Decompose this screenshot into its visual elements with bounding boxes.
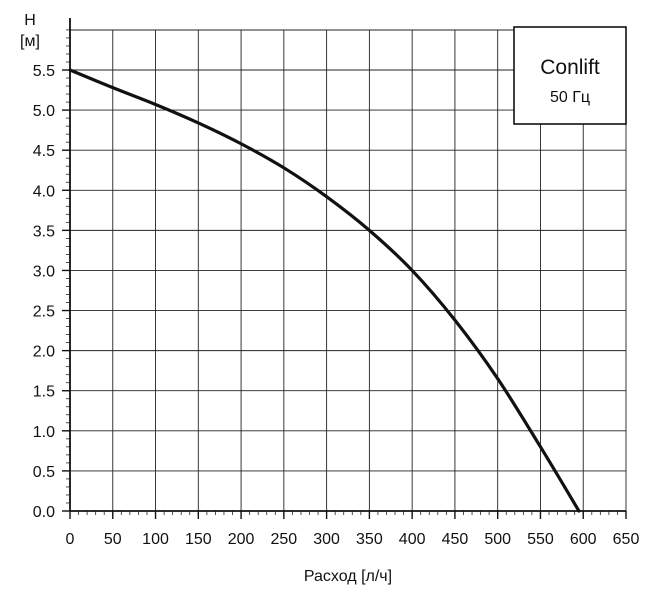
- legend-subtitle: 50 Гц: [550, 89, 590, 106]
- x-tick-label: 0: [66, 531, 75, 548]
- x-tick-label: 500: [484, 531, 511, 548]
- x-tick-label: 550: [527, 531, 554, 548]
- y-tick-label: 4.5: [33, 143, 55, 160]
- y-tick-label: 2.5: [33, 304, 55, 321]
- y-tick-label: 2.0: [33, 344, 55, 361]
- y-tick-label: 3.5: [33, 223, 55, 240]
- x-tick-label: 350: [356, 531, 383, 548]
- y-tick-label: 0.0: [33, 504, 55, 521]
- x-tick-label: 450: [442, 531, 469, 548]
- x-axis-label: Расход [л/ч]: [304, 568, 392, 585]
- y-tick-label: 5.0: [33, 103, 55, 120]
- y-tick-labels: 0.0 0.5 1.0 1.5 2.0 2.5 3.0 3.5 4.0 4.5 5.0 5.5: [33, 63, 55, 521]
- x-tick-label: 150: [185, 531, 212, 548]
- x-tick-label: 50: [104, 531, 122, 548]
- x-tick-label: 300: [313, 531, 340, 548]
- y-tick-label: 1.5: [33, 384, 55, 401]
- x-tick-label: 400: [399, 531, 426, 548]
- y-tick-label: 3.0: [33, 263, 55, 280]
- x-tick-label: 600: [570, 531, 597, 548]
- x-tick-label: 200: [228, 531, 255, 548]
- axes: [62, 18, 627, 519]
- series-line: [68, 68, 581, 513]
- series-layer: [68, 68, 581, 513]
- y-tick-label: 4.0: [33, 183, 55, 200]
- y-tick-label: 0.5: [33, 464, 55, 481]
- legend-frame: [513, 26, 627, 125]
- legend-title: Conlift: [540, 56, 600, 79]
- x-tick-label: 650: [613, 531, 640, 548]
- y-axis-unit: [м]: [20, 33, 40, 50]
- legend-box: Conlift 50 Гц: [513, 26, 627, 125]
- y-axis-symbol: H: [24, 12, 36, 29]
- x-tick-labels: 0 50 100 150 200 250 300 350 400 450 500 550 600 650: [66, 531, 640, 548]
- y-tick-label: 1.0: [33, 424, 55, 441]
- x-tick-label: 250: [270, 531, 297, 548]
- x-tick-label: 100: [142, 531, 169, 548]
- y-tick-label: 5.5: [33, 63, 55, 80]
